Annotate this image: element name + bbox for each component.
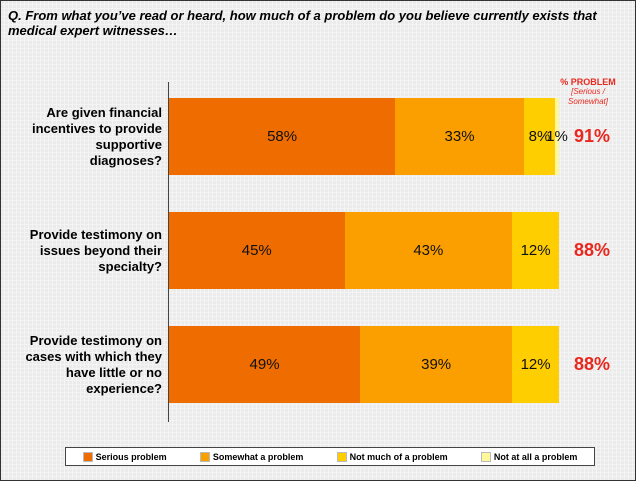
bar-segment-somewhat: 39% <box>360 326 513 403</box>
bar-row: 45% 43% 12% <box>169 212 559 289</box>
category-label-line: cases with which they <box>25 348 162 364</box>
category-label-line: supportive <box>95 136 162 152</box>
category-label: Provide testimony on cases with which the… <box>10 333 162 397</box>
bar-segment-not-at-all: 1% <box>546 98 568 175</box>
percent-problem-total: 88% <box>573 239 611 260</box>
legend-item-somewhat: Somewhat a problem <box>199 451 304 462</box>
category-label: Are given financial incentives to provide… <box>10 105 162 169</box>
category-label-line: incentives to provide <box>31 120 162 136</box>
bar-row: 49% 39% 12% <box>169 326 559 403</box>
category-axis <box>168 82 169 422</box>
bar-segment-serious: 49% <box>169 326 361 403</box>
percent-problem-total: 88% <box>573 353 611 374</box>
percent-problem-total: 91% <box>573 125 611 146</box>
category-label-line: Are given financial <box>46 104 162 120</box>
bar-value-label: 12% <box>520 242 551 259</box>
legend-swatch-serious <box>82 451 93 462</box>
legend-item-not-at-all: Not at all a problem <box>480 451 578 462</box>
bar-value-label: 43% <box>413 242 444 259</box>
percent-problem-header: % PROBLEM [Serious / Somewhat] <box>548 77 628 107</box>
legend-swatch-not-at-all <box>480 451 491 462</box>
bar-value-label: 58% <box>267 128 298 145</box>
legend-item-serious: Serious problem <box>82 451 167 462</box>
legend-label-not-much: Not much of a problem <box>349 451 448 462</box>
category-label-line: Provide testimony on <box>29 332 162 348</box>
legend-label-somewhat: Somewhat a problem <box>212 451 304 462</box>
bar-row: 58% 33% 8% 1% <box>169 98 568 175</box>
legend-swatch-somewhat <box>199 451 210 462</box>
category-label-line: Provide testimony on <box>29 226 162 242</box>
category-label-line: have little or no <box>65 364 162 380</box>
legend-swatch-not-much <box>336 451 347 462</box>
bar-segment-not-much: 12% <box>512 212 559 289</box>
bar-segment-serious: 58% <box>169 98 396 175</box>
bar-value-label: 33% <box>444 128 475 145</box>
bar-segment-somewhat: 33% <box>395 98 524 175</box>
category-label-line: issues beyond their <box>39 242 162 258</box>
bar-value-label: 45% <box>241 242 272 259</box>
bar-value-label: 39% <box>421 356 452 373</box>
bar-value-label: 1% <box>546 128 568 145</box>
category-label-line: experience? <box>86 380 162 396</box>
legend-item-not-much: Not much of a problem <box>336 451 448 462</box>
legend-label-not-at-all: Not at all a problem <box>493 451 578 462</box>
question-title: Q. From what you’ve read or heard, how m… <box>8 8 597 38</box>
category-label-line: diagnoses? <box>89 152 162 168</box>
bar-segment-somewhat: 43% <box>344 212 513 289</box>
legend-label-serious: Serious problem <box>95 451 167 462</box>
legend: Serious problem Somewhat a problem Not m… <box>65 447 595 466</box>
bar-segment-not-much: 12% <box>512 326 559 403</box>
bar-value-label: 8% <box>528 128 551 145</box>
percent-problem-subtitle-2: Somewhat] <box>567 97 609 106</box>
bar-segment-serious: 45% <box>169 212 345 289</box>
percent-problem-title: % PROBLEM <box>560 77 616 87</box>
category-label-line: specialty? <box>98 258 162 274</box>
percent-problem-subtitle-1: [Serious / <box>571 87 605 96</box>
category-label: Provide testimony on issues beyond their s… <box>10 227 162 275</box>
bar-value-label: 12% <box>520 356 551 373</box>
bar-value-label: 49% <box>249 356 280 373</box>
bar-segment-not-much: 8% <box>523 98 556 175</box>
